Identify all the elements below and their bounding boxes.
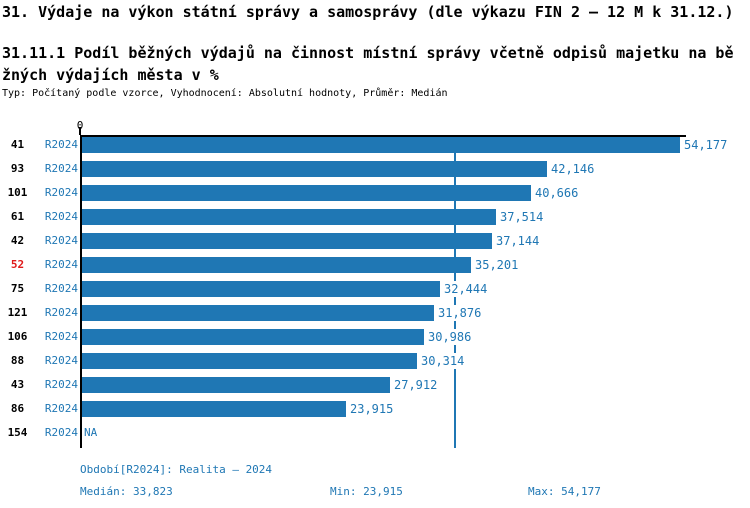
row-rank-label: 106 xyxy=(7,330,28,343)
bar xyxy=(82,161,547,177)
bar xyxy=(82,185,531,201)
bar-na-label: NA xyxy=(84,426,98,439)
row-rank-label: 121 xyxy=(7,306,28,319)
row-rank-label: 52 xyxy=(10,258,25,271)
bar-value-label: 27,912 xyxy=(392,377,440,393)
bar xyxy=(82,137,680,153)
bar xyxy=(82,353,417,369)
row-period-label: R2024 xyxy=(44,426,78,439)
period-info: Období[R2024]: Realita – 2024 xyxy=(80,463,273,476)
bar xyxy=(82,305,434,321)
bar-value-label: 42,146 xyxy=(549,161,597,177)
stat-min: Min: 23,915 xyxy=(330,485,403,498)
row-period-label: R2024 xyxy=(44,234,78,247)
stat-median: Medián: 33,823 xyxy=(80,485,173,498)
bar-value-label: 35,201 xyxy=(473,257,521,273)
bar xyxy=(82,281,440,297)
bar-value-label: 37,514 xyxy=(498,209,546,225)
row-rank-label: 43 xyxy=(10,378,25,391)
row-rank-label: 75 xyxy=(10,282,25,295)
row-period-label: R2024 xyxy=(44,282,78,295)
row-period-label: R2024 xyxy=(44,210,78,223)
row-rank-label: 61 xyxy=(10,210,25,223)
bar xyxy=(82,257,471,273)
row-rank-label: 88 xyxy=(10,354,25,367)
bar-value-label: 31,876 xyxy=(436,305,484,321)
bar-value-label: 40,666 xyxy=(533,185,581,201)
bar xyxy=(82,233,492,249)
row-period-label: R2024 xyxy=(44,330,78,343)
chart-subtitle-line1: 31.11.1 Podíl běžných výdajů na činnost … xyxy=(2,44,734,62)
row-period-label: R2024 xyxy=(44,186,78,199)
row-period-label: R2024 xyxy=(44,258,78,271)
x-axis-line xyxy=(80,135,686,137)
row-period-label: R2024 xyxy=(44,378,78,391)
bar-value-label: 37,144 xyxy=(494,233,542,249)
row-rank-label: 93 xyxy=(10,162,25,175)
bar-value-label: 32,444 xyxy=(442,281,490,297)
bar xyxy=(82,401,346,417)
chart-meta: Typ: Počítaný podle vzorce, Vyhodnocení:… xyxy=(2,88,448,99)
bar xyxy=(82,329,424,345)
bar xyxy=(82,209,496,225)
bar-value-label: 30,986 xyxy=(426,329,474,345)
bar-value-label: 54,177 xyxy=(682,137,730,153)
chart-title: 31. Výdaje na výkon státní správy a samo… xyxy=(2,3,734,21)
x-axis-tick xyxy=(79,127,81,135)
bar-value-label: 30,314 xyxy=(419,353,467,369)
row-rank-label: 42 xyxy=(10,234,25,247)
row-rank-label: 86 xyxy=(10,402,25,415)
row-rank-label: 101 xyxy=(7,186,28,199)
chart-subtitle-line2: žných výdajích města v % xyxy=(2,66,219,84)
bar xyxy=(82,377,390,393)
stat-max: Max: 54,177 xyxy=(528,485,601,498)
row-period-label: R2024 xyxy=(44,402,78,415)
x-axis-zero-label: 0 xyxy=(76,119,84,132)
y-axis-line xyxy=(80,135,82,448)
row-period-label: R2024 xyxy=(44,354,78,367)
row-period-label: R2024 xyxy=(44,138,78,151)
row-period-label: R2024 xyxy=(44,162,78,175)
row-rank-label: 41 xyxy=(10,138,25,151)
row-rank-label: 154 xyxy=(7,426,28,439)
row-period-label: R2024 xyxy=(44,306,78,319)
bar-value-label: 23,915 xyxy=(348,401,396,417)
